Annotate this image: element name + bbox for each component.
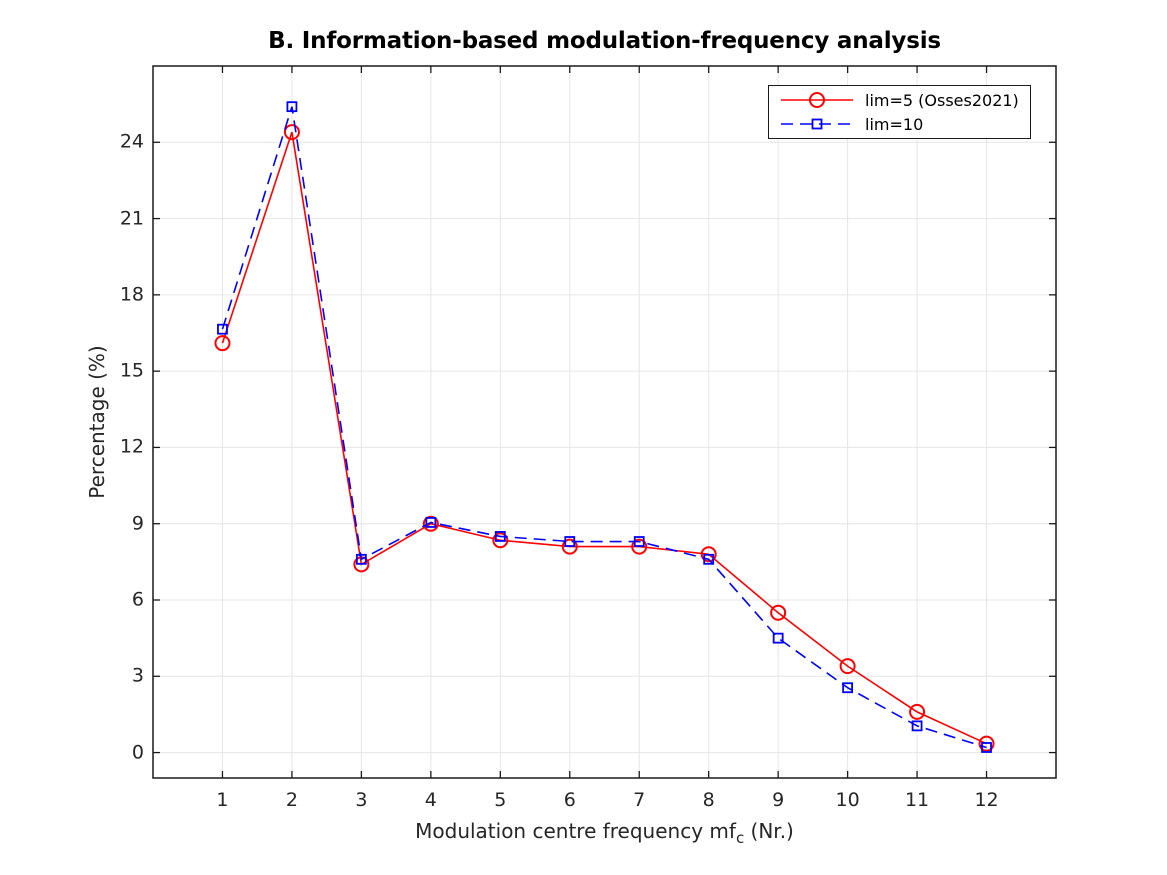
data-point-square <box>633 536 645 547</box>
y-tick-label: 15 <box>119 359 144 382</box>
x-tick-label: 9 <box>772 789 785 811</box>
series-line-square <box>221 106 987 749</box>
data-point-circle <box>978 735 995 752</box>
legend-label-lim10: lim=10 <box>865 114 924 134</box>
chart-title: B. Information-based modulation-frequenc… <box>268 28 941 54</box>
x-tick-label: 4 <box>424 789 437 811</box>
data-point-square <box>703 553 715 565</box>
legend-item-lim5: lim=5 (Osses2021) <box>779 88 1024 112</box>
series-line-circle <box>221 131 987 745</box>
x-tick-label: 7 <box>633 789 646 811</box>
data-point-square <box>981 742 992 753</box>
x-tick-label: 2 <box>285 789 298 811</box>
legend-swatch-blue-square-icon <box>781 118 853 130</box>
x-tick-label: 12 <box>974 789 999 811</box>
data-point-square <box>564 536 576 547</box>
legend-item-lim10: lim=10 <box>779 112 1024 136</box>
data-point-circle <box>283 124 300 141</box>
x-tick-label: 3 <box>355 789 368 811</box>
y-tick-label: 6 <box>131 588 144 611</box>
data-point-square <box>494 531 506 542</box>
data-point-circle <box>214 335 231 352</box>
data-point-square <box>842 682 854 694</box>
x-tick-label: 6 <box>563 789 576 811</box>
y-tick-label: 3 <box>131 664 144 687</box>
data-point-square <box>911 720 923 732</box>
y-tick-label: 21 <box>119 207 144 230</box>
legend-swatch-red-circle-icon <box>781 92 853 108</box>
y-tick-label: 18 <box>119 283 144 306</box>
data-point-circle <box>492 532 509 549</box>
x-axis-label: Modulation centre frequency mfc (Nr.) <box>153 819 1056 847</box>
data-point-circle <box>770 604 787 621</box>
legend: lim=5 (Osses2021) lim=10 <box>768 85 1031 139</box>
data-point-circle <box>909 703 926 720</box>
data-point-square <box>217 323 228 335</box>
data-point-circle <box>839 658 856 675</box>
x-tick-label: 10 <box>835 789 860 811</box>
y-tick-label: 24 <box>119 130 144 153</box>
x-axis-label-subscript: c <box>735 829 745 847</box>
data-point-square <box>772 632 784 644</box>
data-point-square <box>425 517 437 528</box>
data-point-circle <box>631 538 648 555</box>
x-axis-label-text: Modulation centre frequency mf <box>415 819 736 843</box>
y-tick-label: 0 <box>131 741 144 764</box>
data-point-square <box>286 101 298 113</box>
data-point-square <box>355 553 367 565</box>
y-tick-label: 12 <box>119 435 144 458</box>
x-tick-label: 8 <box>702 789 715 811</box>
data-point-circle <box>561 538 578 555</box>
legend-label-lim5: lim=5 (Osses2021) <box>865 90 1019 110</box>
x-axis-label-suffix: (Nr.) <box>744 819 794 843</box>
x-tick-label: 5 <box>494 789 507 811</box>
plot-box <box>152 65 1057 779</box>
x-tick-label: 1 <box>216 789 229 811</box>
x-tick-label: 11 <box>904 789 930 811</box>
y-tick-label: 9 <box>131 512 144 535</box>
data-point-circle <box>422 515 439 532</box>
data-point-circle <box>700 546 717 563</box>
